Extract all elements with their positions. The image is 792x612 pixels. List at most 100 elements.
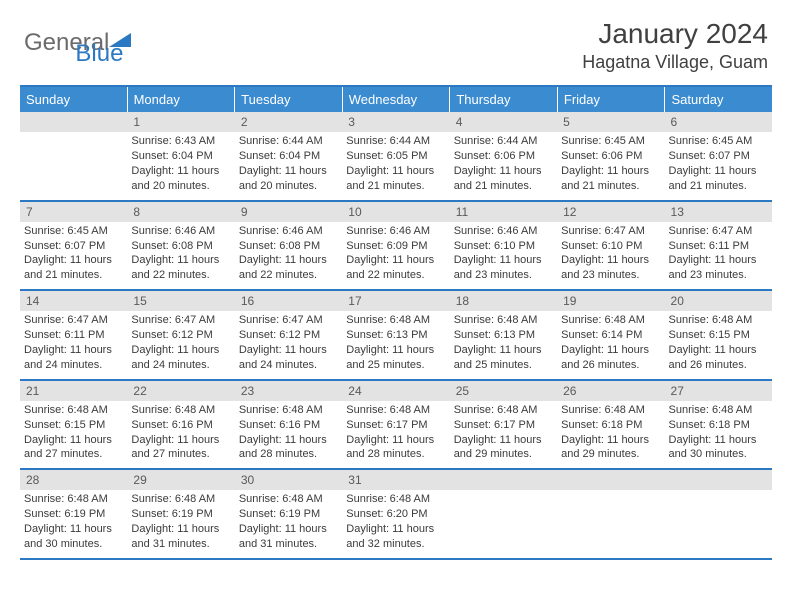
day-empty bbox=[557, 470, 664, 558]
day-line: and 29 minutes. bbox=[561, 447, 660, 462]
day-line: Daylight: 11 hours bbox=[24, 253, 123, 268]
day-line: Sunset: 6:10 PM bbox=[561, 239, 660, 254]
day-28: 28Sunrise: 6:48 AMSunset: 6:19 PMDayligh… bbox=[20, 470, 127, 558]
day-line: and 21 minutes. bbox=[561, 179, 660, 194]
day-9: 9Sunrise: 6:46 AMSunset: 6:08 PMDaylight… bbox=[235, 202, 342, 290]
day-26: 26Sunrise: 6:48 AMSunset: 6:18 PMDayligh… bbox=[557, 381, 664, 469]
day-text: Sunrise: 6:48 AMSunset: 6:14 PMDaylight:… bbox=[557, 311, 664, 378]
day-line: Sunset: 6:13 PM bbox=[346, 328, 445, 343]
day-line: and 31 minutes. bbox=[239, 537, 338, 552]
day-line: Sunrise: 6:43 AM bbox=[131, 134, 230, 149]
day-number: 16 bbox=[235, 291, 342, 311]
day-text: Sunrise: 6:48 AMSunset: 6:18 PMDaylight:… bbox=[557, 401, 664, 468]
week-row: 1Sunrise: 6:43 AMSunset: 6:04 PMDaylight… bbox=[20, 112, 772, 202]
day-line: and 24 minutes. bbox=[24, 358, 123, 373]
day-number: 18 bbox=[450, 291, 557, 311]
day-text: Sunrise: 6:44 AMSunset: 6:04 PMDaylight:… bbox=[235, 132, 342, 199]
day-line: Daylight: 11 hours bbox=[24, 522, 123, 537]
day-line: Daylight: 11 hours bbox=[669, 433, 768, 448]
day-line: Daylight: 11 hours bbox=[239, 343, 338, 358]
day-line: Sunset: 6:07 PM bbox=[669, 149, 768, 164]
day-number: 24 bbox=[342, 381, 449, 401]
day-text bbox=[20, 132, 127, 180]
day-line: Sunset: 6:19 PM bbox=[24, 507, 123, 522]
day-16: 16Sunrise: 6:47 AMSunset: 6:12 PMDayligh… bbox=[235, 291, 342, 379]
day-line: Daylight: 11 hours bbox=[239, 522, 338, 537]
day-number: 19 bbox=[557, 291, 664, 311]
day-text: Sunrise: 6:47 AMSunset: 6:11 PMDaylight:… bbox=[665, 222, 772, 289]
day-line: and 22 minutes. bbox=[131, 268, 230, 283]
day-text: Sunrise: 6:48 AMSunset: 6:20 PMDaylight:… bbox=[342, 490, 449, 557]
day-line: Sunrise: 6:48 AM bbox=[239, 403, 338, 418]
day-line: and 23 minutes. bbox=[669, 268, 768, 283]
day-line: and 28 minutes. bbox=[239, 447, 338, 462]
day-23: 23Sunrise: 6:48 AMSunset: 6:16 PMDayligh… bbox=[235, 381, 342, 469]
day-line: Daylight: 11 hours bbox=[24, 343, 123, 358]
day-number bbox=[20, 112, 127, 132]
day-line: Sunrise: 6:48 AM bbox=[24, 492, 123, 507]
day-text: Sunrise: 6:44 AMSunset: 6:06 PMDaylight:… bbox=[450, 132, 557, 199]
day-text: Sunrise: 6:47 AMSunset: 6:12 PMDaylight:… bbox=[235, 311, 342, 378]
day-13: 13Sunrise: 6:47 AMSunset: 6:11 PMDayligh… bbox=[665, 202, 772, 290]
day-line: Sunset: 6:11 PM bbox=[24, 328, 123, 343]
day-text: Sunrise: 6:48 AMSunset: 6:19 PMDaylight:… bbox=[127, 490, 234, 557]
day-text: Sunrise: 6:46 AMSunset: 6:08 PMDaylight:… bbox=[127, 222, 234, 289]
day-line: Daylight: 11 hours bbox=[454, 433, 553, 448]
day-text: Sunrise: 6:48 AMSunset: 6:19 PMDaylight:… bbox=[235, 490, 342, 557]
day-number: 29 bbox=[127, 470, 234, 490]
day-number: 25 bbox=[450, 381, 557, 401]
day-14: 14Sunrise: 6:47 AMSunset: 6:11 PMDayligh… bbox=[20, 291, 127, 379]
day-text: Sunrise: 6:48 AMSunset: 6:19 PMDaylight:… bbox=[20, 490, 127, 557]
logo-text-blue: Blue bbox=[75, 40, 123, 68]
day-line: Sunrise: 6:47 AM bbox=[561, 224, 660, 239]
day-line: Daylight: 11 hours bbox=[561, 433, 660, 448]
day-text: Sunrise: 6:45 AMSunset: 6:07 PMDaylight:… bbox=[665, 132, 772, 199]
day-number: 10 bbox=[342, 202, 449, 222]
day-text: Sunrise: 6:46 AMSunset: 6:08 PMDaylight:… bbox=[235, 222, 342, 289]
day-line: and 26 minutes. bbox=[561, 358, 660, 373]
day-number: 22 bbox=[127, 381, 234, 401]
day-number: 13 bbox=[665, 202, 772, 222]
day-line: and 21 minutes. bbox=[24, 268, 123, 283]
day-text: Sunrise: 6:48 AMSunset: 6:13 PMDaylight:… bbox=[342, 311, 449, 378]
week-row: 14Sunrise: 6:47 AMSunset: 6:11 PMDayligh… bbox=[20, 291, 772, 381]
day-line: Sunrise: 6:46 AM bbox=[131, 224, 230, 239]
day-line: Sunrise: 6:48 AM bbox=[346, 403, 445, 418]
day-line: Sunrise: 6:47 AM bbox=[24, 313, 123, 328]
day-line: Sunrise: 6:46 AM bbox=[454, 224, 553, 239]
day-line: Sunset: 6:18 PM bbox=[561, 418, 660, 433]
day-line: and 27 minutes. bbox=[24, 447, 123, 462]
day-text: Sunrise: 6:47 AMSunset: 6:12 PMDaylight:… bbox=[127, 311, 234, 378]
day-line: and 21 minutes. bbox=[669, 179, 768, 194]
day-text: Sunrise: 6:43 AMSunset: 6:04 PMDaylight:… bbox=[127, 132, 234, 199]
day-21: 21Sunrise: 6:48 AMSunset: 6:15 PMDayligh… bbox=[20, 381, 127, 469]
dow-wednesday: Wednesday bbox=[343, 87, 451, 112]
day-number: 2 bbox=[235, 112, 342, 132]
day-line: Sunrise: 6:47 AM bbox=[239, 313, 338, 328]
dow-sunday: Sunday bbox=[20, 87, 128, 112]
day-line: Sunrise: 6:46 AM bbox=[239, 224, 338, 239]
day-line: and 30 minutes. bbox=[24, 537, 123, 552]
day-line: Daylight: 11 hours bbox=[131, 522, 230, 537]
day-line: and 22 minutes. bbox=[346, 268, 445, 283]
day-line: and 26 minutes. bbox=[669, 358, 768, 373]
day-line: Daylight: 11 hours bbox=[454, 343, 553, 358]
day-12: 12Sunrise: 6:47 AMSunset: 6:10 PMDayligh… bbox=[557, 202, 664, 290]
day-number bbox=[665, 470, 772, 490]
day-text: Sunrise: 6:47 AMSunset: 6:10 PMDaylight:… bbox=[557, 222, 664, 289]
day-line: Daylight: 11 hours bbox=[346, 343, 445, 358]
day-line: Sunrise: 6:48 AM bbox=[131, 492, 230, 507]
day-line: Daylight: 11 hours bbox=[131, 433, 230, 448]
day-line: Sunrise: 6:44 AM bbox=[454, 134, 553, 149]
day-text: Sunrise: 6:48 AMSunset: 6:16 PMDaylight:… bbox=[127, 401, 234, 468]
day-line: Sunset: 6:13 PM bbox=[454, 328, 553, 343]
day-number: 21 bbox=[20, 381, 127, 401]
day-30: 30Sunrise: 6:48 AMSunset: 6:19 PMDayligh… bbox=[235, 470, 342, 558]
day-text: Sunrise: 6:48 AMSunset: 6:13 PMDaylight:… bbox=[450, 311, 557, 378]
day-line: Sunrise: 6:47 AM bbox=[669, 224, 768, 239]
day-line: Sunrise: 6:48 AM bbox=[454, 313, 553, 328]
day-number: 4 bbox=[450, 112, 557, 132]
day-line: Sunset: 6:05 PM bbox=[346, 149, 445, 164]
day-line: Sunset: 6:06 PM bbox=[454, 149, 553, 164]
day-line: Daylight: 11 hours bbox=[346, 522, 445, 537]
